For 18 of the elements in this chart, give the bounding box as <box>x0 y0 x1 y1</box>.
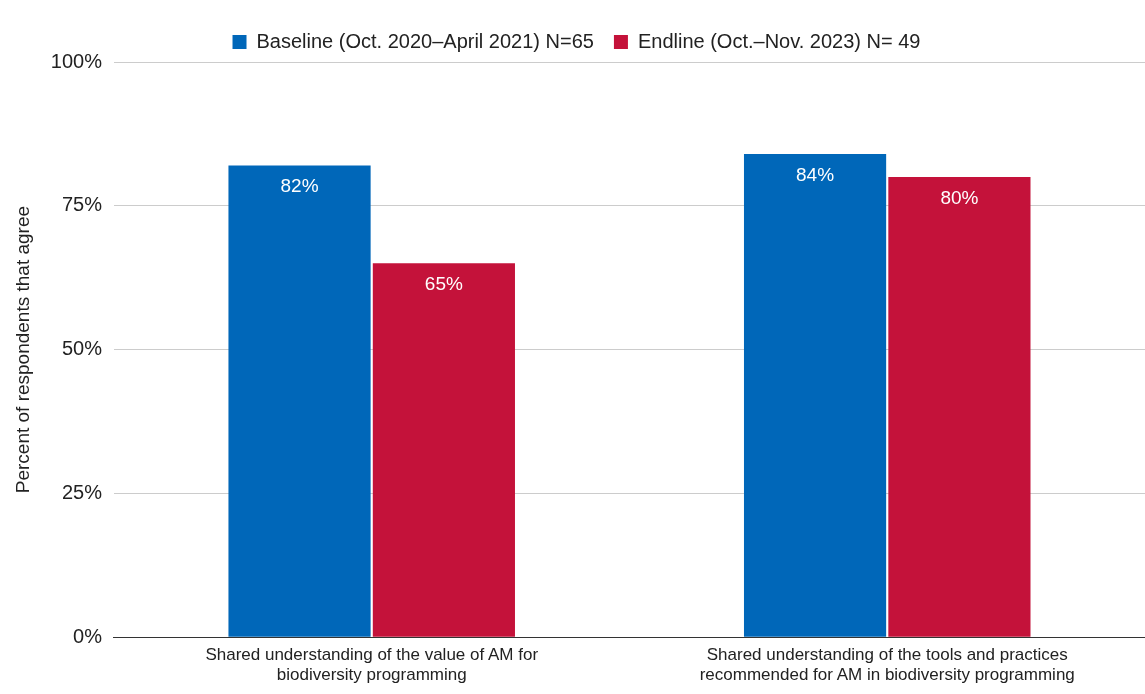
data-label: 84% <box>796 163 835 185</box>
bar <box>888 177 1031 637</box>
data-label: 82% <box>280 175 319 197</box>
bar <box>743 154 887 637</box>
y-axis-title: Percent of respondents that agree <box>11 205 33 494</box>
y-tick-label: 25% <box>61 480 103 503</box>
y-tick-label: 75% <box>61 193 103 216</box>
data-label: 80% <box>940 186 979 208</box>
x-tick-label: Shared understanding of the tools and practices recommended for AM in biodiversity programming <box>699 645 1075 685</box>
legend-label: Baseline (Oct. 2020–April 2021) N=65 <box>256 29 594 52</box>
data-label: 65% <box>424 273 464 295</box>
y-tick-label: 100% <box>50 49 103 72</box>
bar <box>372 263 515 637</box>
legend-label: Endline (Oct.–Nov. 2023) N= 49 <box>637 29 921 52</box>
y-tick-label: 50% <box>61 337 103 360</box>
y-tick-label: 0% <box>73 624 103 647</box>
bar <box>228 165 371 637</box>
x-tick-label: Shared understanding of the value of AM for biodiversity programming <box>205 645 539 685</box>
